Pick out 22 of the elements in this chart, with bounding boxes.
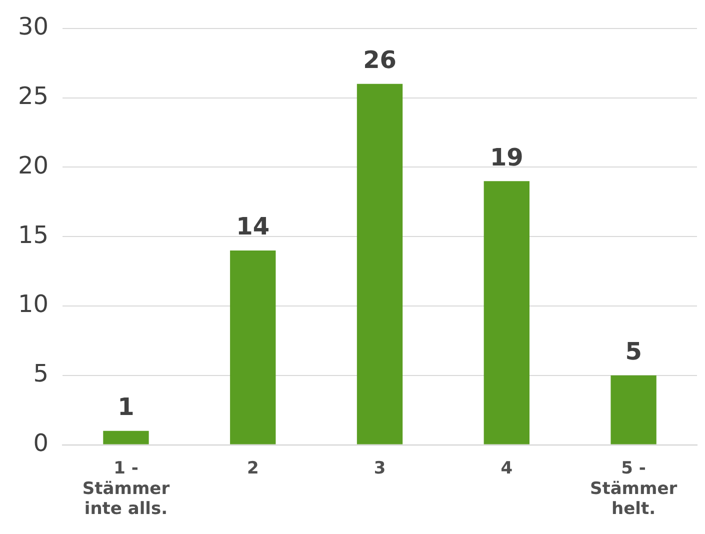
x-tick-label: 3: [374, 458, 386, 478]
y-tick-label: 15: [18, 220, 49, 249]
bar: [484, 181, 530, 444]
bar: [610, 375, 656, 444]
y-tick-label: 30: [18, 12, 49, 41]
y-tick-label: 20: [18, 151, 49, 180]
data-label: 1: [118, 393, 134, 422]
data-label: 19: [490, 143, 524, 172]
data-label: 14: [236, 212, 270, 241]
x-tick-label: 5 - Stämmer helt.: [590, 458, 678, 520]
x-tick-label: 2: [246, 458, 259, 478]
x-tick-label: 1 - Stämmer inte alls.: [82, 458, 170, 520]
data-label: 26: [363, 46, 396, 74]
y-tick-label: 5: [33, 360, 49, 388]
bar: [230, 250, 276, 444]
x-tick-label: 4: [500, 458, 513, 478]
y-tick-label: 25: [18, 82, 49, 110]
y-tick-label: 10: [18, 290, 49, 318]
data-label: 5: [625, 338, 642, 366]
y-tick-label: 0: [33, 429, 49, 458]
bar: [356, 84, 403, 444]
bar: [103, 430, 149, 444]
